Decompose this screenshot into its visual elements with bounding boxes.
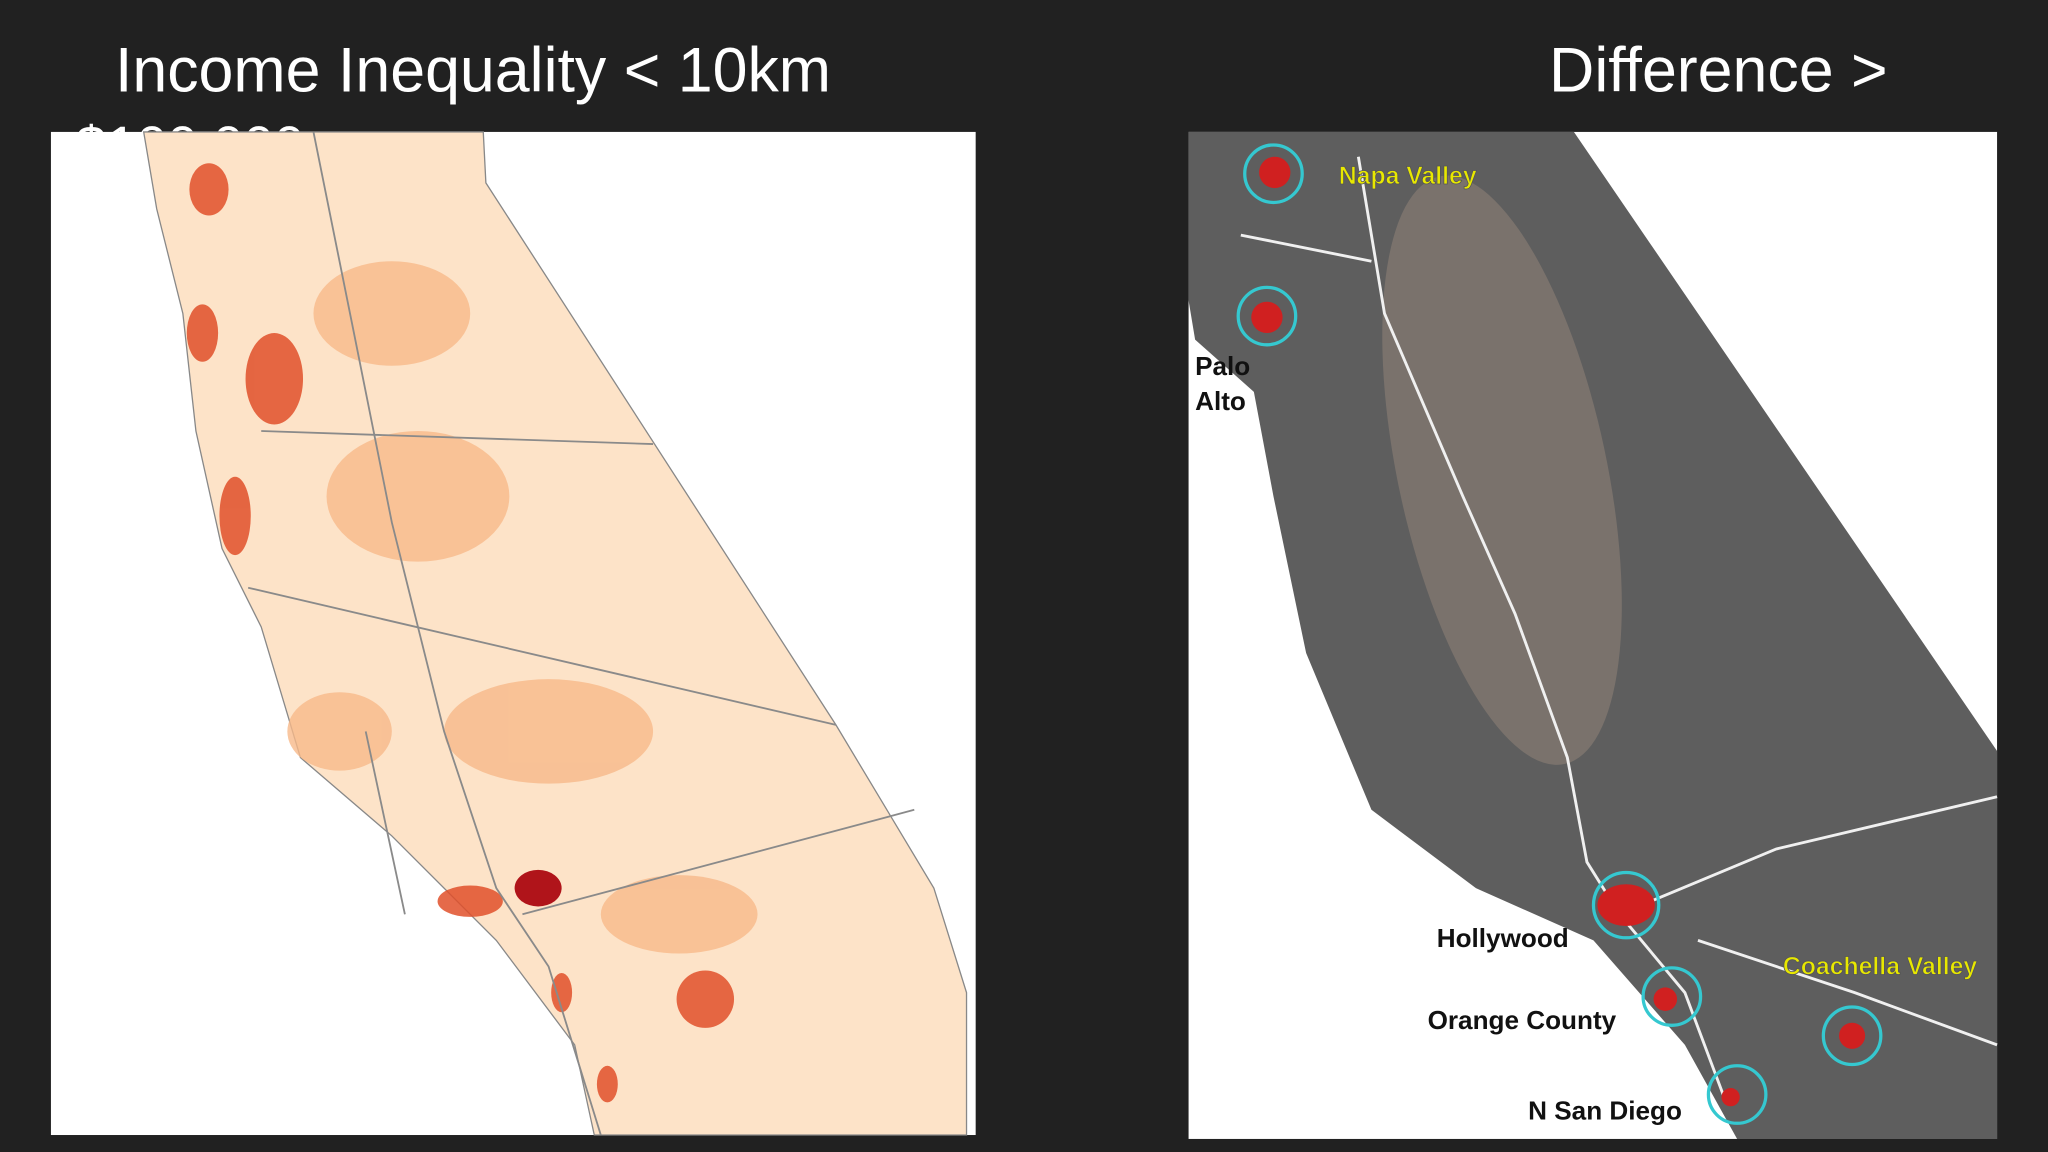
difference-map: Napa Valley Palo Alto Hollywood Orange C…	[1188, 131, 1998, 1139]
map-label: Alto	[1195, 386, 1246, 416]
map-label: Orange County	[1428, 1005, 1617, 1035]
map-label: Hollywood	[1437, 923, 1569, 953]
income-map	[50, 131, 976, 1136]
map-label: Palo	[1195, 351, 1250, 381]
slide-title-left: Income Inequality < 10km	[115, 35, 831, 105]
slide-title-right: Difference >	[1549, 35, 1888, 105]
map-label: Coachella Valley	[1783, 953, 1978, 980]
map-label: Napa Valley	[1339, 163, 1477, 190]
map-label: N San Diego	[1528, 1095, 1682, 1125]
